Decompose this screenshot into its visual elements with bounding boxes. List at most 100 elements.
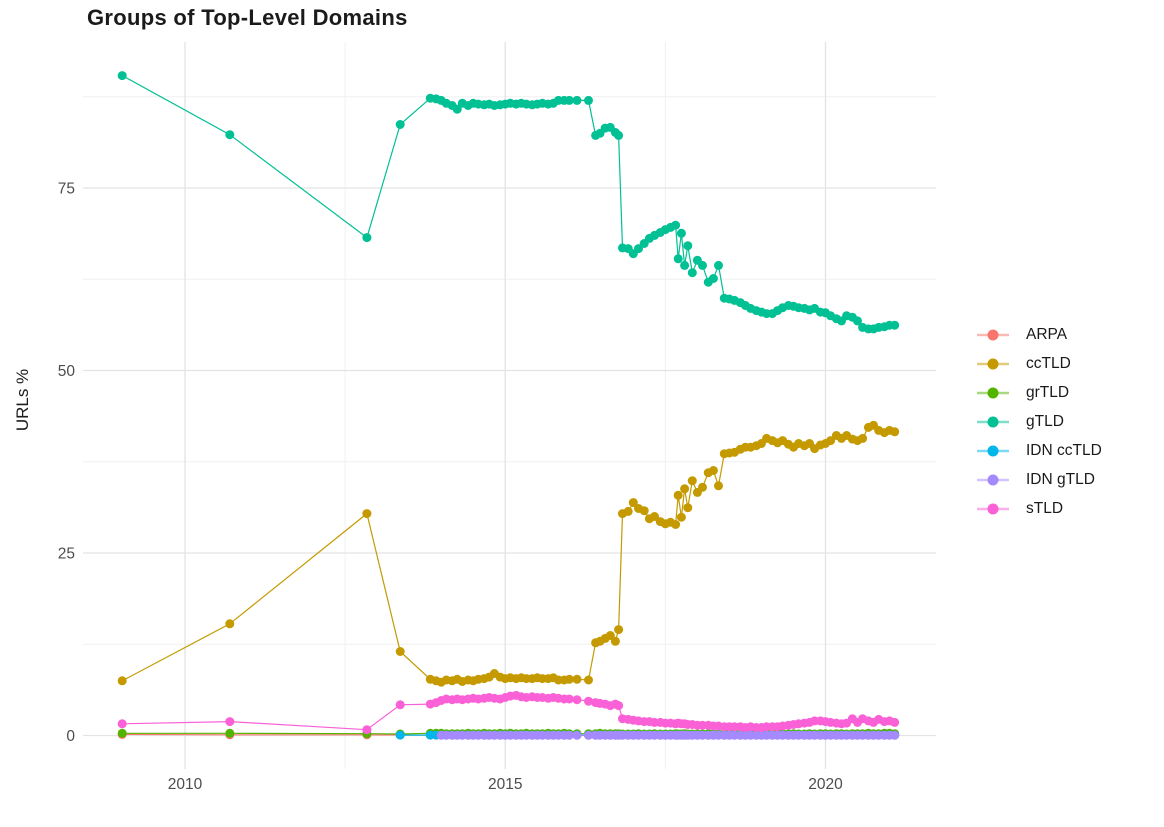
legend-label: grTLD: [1026, 383, 1070, 401]
legend-item: gTLD: [976, 407, 1102, 436]
data-point: [395, 647, 405, 656]
x-tick-label: 2020: [808, 776, 843, 793]
data-point: [572, 695, 582, 705]
legend-label: IDN gTLD: [1026, 470, 1095, 488]
data-point: [564, 674, 574, 684]
data-point: [584, 730, 593, 740]
data-point: [614, 130, 624, 140]
data-point: [572, 95, 582, 105]
legend-label: ccTLD: [1026, 354, 1071, 372]
data-point: [671, 220, 681, 230]
data-point: [395, 700, 405, 710]
legend-key-dot: [987, 503, 999, 514]
legend-key-dot: [987, 445, 999, 456]
series-line: [121, 75, 895, 330]
data-point: [683, 503, 693, 513]
data-point: [117, 728, 127, 738]
data-point: [614, 625, 624, 635]
data-point: [395, 120, 405, 129]
data-point: [564, 95, 574, 105]
data-point: [584, 675, 593, 685]
series-ccTLD: [117, 420, 900, 687]
data-point: [826, 436, 836, 446]
data-point: [362, 233, 372, 243]
grid-minor: [83, 42, 936, 769]
data-point: [610, 636, 620, 646]
legend-label: gTLD: [1026, 412, 1064, 430]
data-point: [584, 95, 593, 105]
data-point: [225, 619, 235, 629]
data-point: [708, 466, 718, 475]
y-tick-label: 25: [58, 546, 75, 563]
data-point: [117, 719, 127, 729]
data-point: [225, 717, 235, 727]
legend-item: ARPA: [976, 320, 1102, 349]
data-point: [572, 674, 582, 684]
data-point: [680, 260, 690, 270]
legend: ARPA ccTLD grTLD gTLD IDN ccTLD IDN gTLD sTLD: [976, 320, 1102, 523]
data-point: [572, 730, 582, 740]
data-point: [890, 320, 900, 330]
legend-key: [977, 387, 1009, 398]
y-tick-label: 50: [58, 363, 76, 380]
y-tick-label: 75: [58, 181, 75, 198]
legend-label: ARPA: [1026, 325, 1068, 343]
legend-key-dot: [987, 416, 999, 427]
y-tick-label: 0: [66, 728, 75, 745]
legend-key-dot: [987, 358, 999, 369]
axis-tick-labels: 0 25 50 75 2010 2015 2020: [58, 181, 843, 794]
data-point: [687, 476, 697, 486]
data-point: [564, 694, 574, 704]
x-tick-label: 2015: [488, 776, 522, 793]
data-point: [714, 481, 723, 491]
data-point: [623, 506, 633, 516]
data-point: [639, 506, 649, 516]
legend-key: [977, 503, 1009, 514]
chart-title: Groups of Top-Level Domains: [87, 5, 408, 30]
y-axis-title: URLs %: [13, 368, 32, 432]
data-point: [614, 701, 624, 711]
data-point: [676, 512, 686, 522]
data-point: [584, 696, 593, 706]
legend-key-dot: [987, 474, 999, 485]
data-point: [676, 228, 686, 238]
data-point: [564, 730, 574, 740]
legend-item: grTLD: [976, 378, 1102, 407]
x-tick-label: 2010: [168, 776, 203, 793]
data-point: [890, 427, 900, 437]
data-point: [683, 241, 693, 251]
grid-major: [83, 42, 936, 769]
legend-key: [977, 358, 1009, 369]
data-point: [890, 717, 900, 727]
data-point: [117, 71, 127, 81]
data-point: [225, 130, 235, 140]
legend-key: [977, 474, 1009, 485]
legend-label: IDN ccTLD: [1026, 441, 1102, 459]
legend-item: sTLD: [976, 494, 1102, 523]
data-point: [395, 730, 405, 740]
data-point: [650, 512, 659, 521]
data-point: [708, 274, 718, 283]
legend-key-dot: [987, 329, 999, 340]
legend-label: sTLD: [1026, 499, 1064, 517]
data-point: [628, 498, 638, 508]
data-point: [698, 482, 707, 492]
legend-item: IDN ccTLD: [976, 436, 1102, 465]
legend-key: [977, 416, 1009, 427]
legend-item: ccTLD: [976, 349, 1102, 378]
legend-item: IDN gTLD: [976, 465, 1102, 494]
data-point: [853, 316, 862, 326]
data-point: [452, 104, 462, 114]
data-point: [698, 260, 707, 270]
data-point: [680, 484, 690, 494]
series-gTLD: [117, 71, 900, 334]
data-point: [687, 268, 697, 278]
series-IDN-gTLD: [436, 730, 900, 740]
data-point: [362, 509, 372, 519]
legend-key: [977, 329, 1009, 340]
data-point: [225, 728, 235, 738]
legend-key: [977, 445, 1009, 456]
legend-key-dot: [987, 387, 999, 398]
